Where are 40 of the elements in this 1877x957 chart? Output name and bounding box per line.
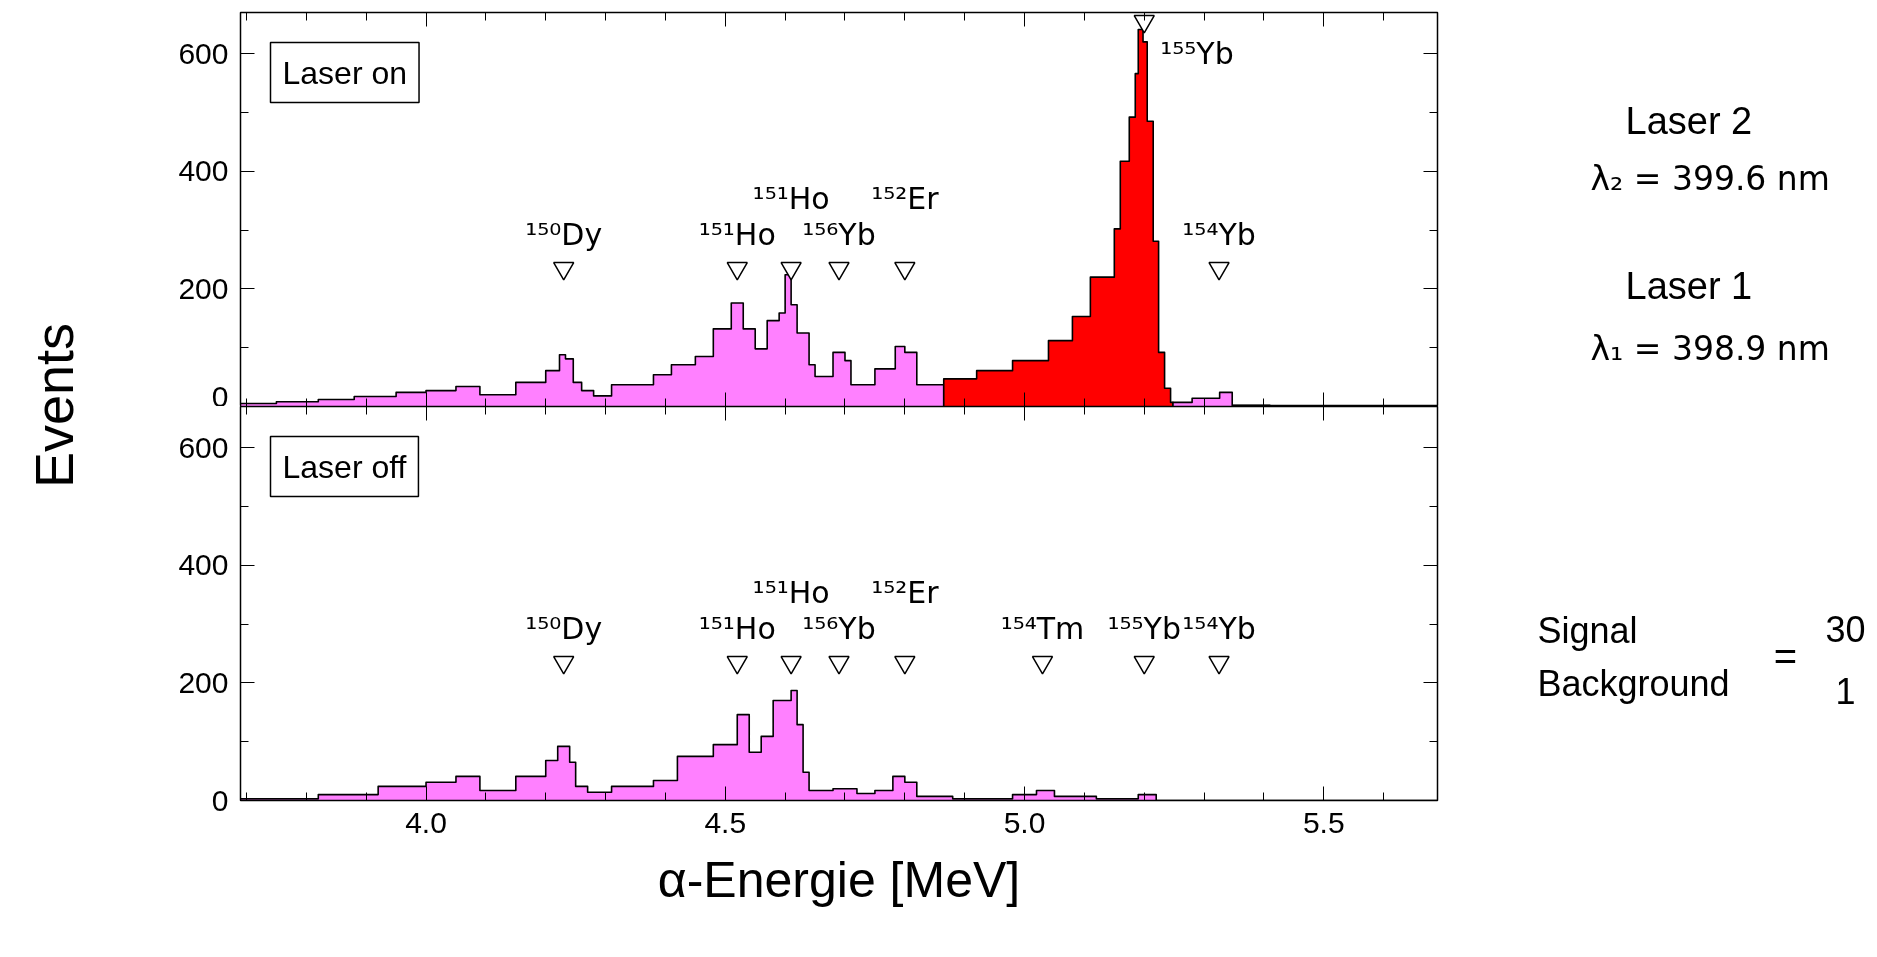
data-label: ¹⁵²Er [871,181,940,217]
x-tick-label: 5.0 [1003,805,1046,839]
text: λ₁ = 398.9 nm [1590,329,1830,368]
data-label: ¹⁵⁵Yb [1160,36,1234,72]
data-label: ¹⁵⁰Dy [525,217,603,253]
data-label: ¹⁵²Er [871,575,940,611]
annotation: Laser on [282,54,408,91]
y-tick-label: 600 [178,36,229,70]
data-label: ¹⁵⁶Yb [802,217,876,253]
text: Laser 2 [1625,99,1753,142]
data-label: ¹⁵¹Ho [752,575,830,611]
data-label: ¹⁵⁵Yb [1107,611,1181,647]
y-tick-label: 600 [178,430,229,464]
data-label: ¹⁵¹Ho [698,217,776,253]
y-tick-label: 400 [178,548,229,582]
annotation: Laser off [282,448,407,485]
data-label: ¹⁵¹Ho [698,611,776,647]
data-label: ¹⁵⁶Yb [802,611,876,647]
data-label: ¹⁵⁴Tm [1000,611,1085,647]
y-tick-label: 0 [211,783,229,817]
data-label: ¹⁵⁰Dy [525,611,603,647]
x-tick-label: 4.5 [704,805,747,839]
text: 30 [1825,608,1866,650]
text: = [1773,633,1798,678]
data-label: ¹⁵⁴Yb [1182,611,1256,647]
text: 1 [1835,670,1856,712]
y-axis-title: Events [23,322,86,488]
text: Signal [1537,610,1638,651]
text: Background [1537,663,1730,704]
y-tick-label: 400 [178,154,229,188]
y-tick-label: 0 [211,379,229,413]
y-tick-label: 200 [178,665,229,699]
text: Laser 1 [1625,264,1753,307]
x-axis-title: α-Energie [MeV] [657,851,1021,908]
data-label: ¹⁵¹Ho [752,181,830,217]
data-label: ¹⁵⁴Yb [1182,217,1256,253]
y-tick-label: 200 [178,271,229,305]
text: λ₂ = 399.6 nm [1590,159,1830,198]
x-tick-label: 5.5 [1302,805,1345,839]
x-tick-label: 4.0 [405,805,447,839]
